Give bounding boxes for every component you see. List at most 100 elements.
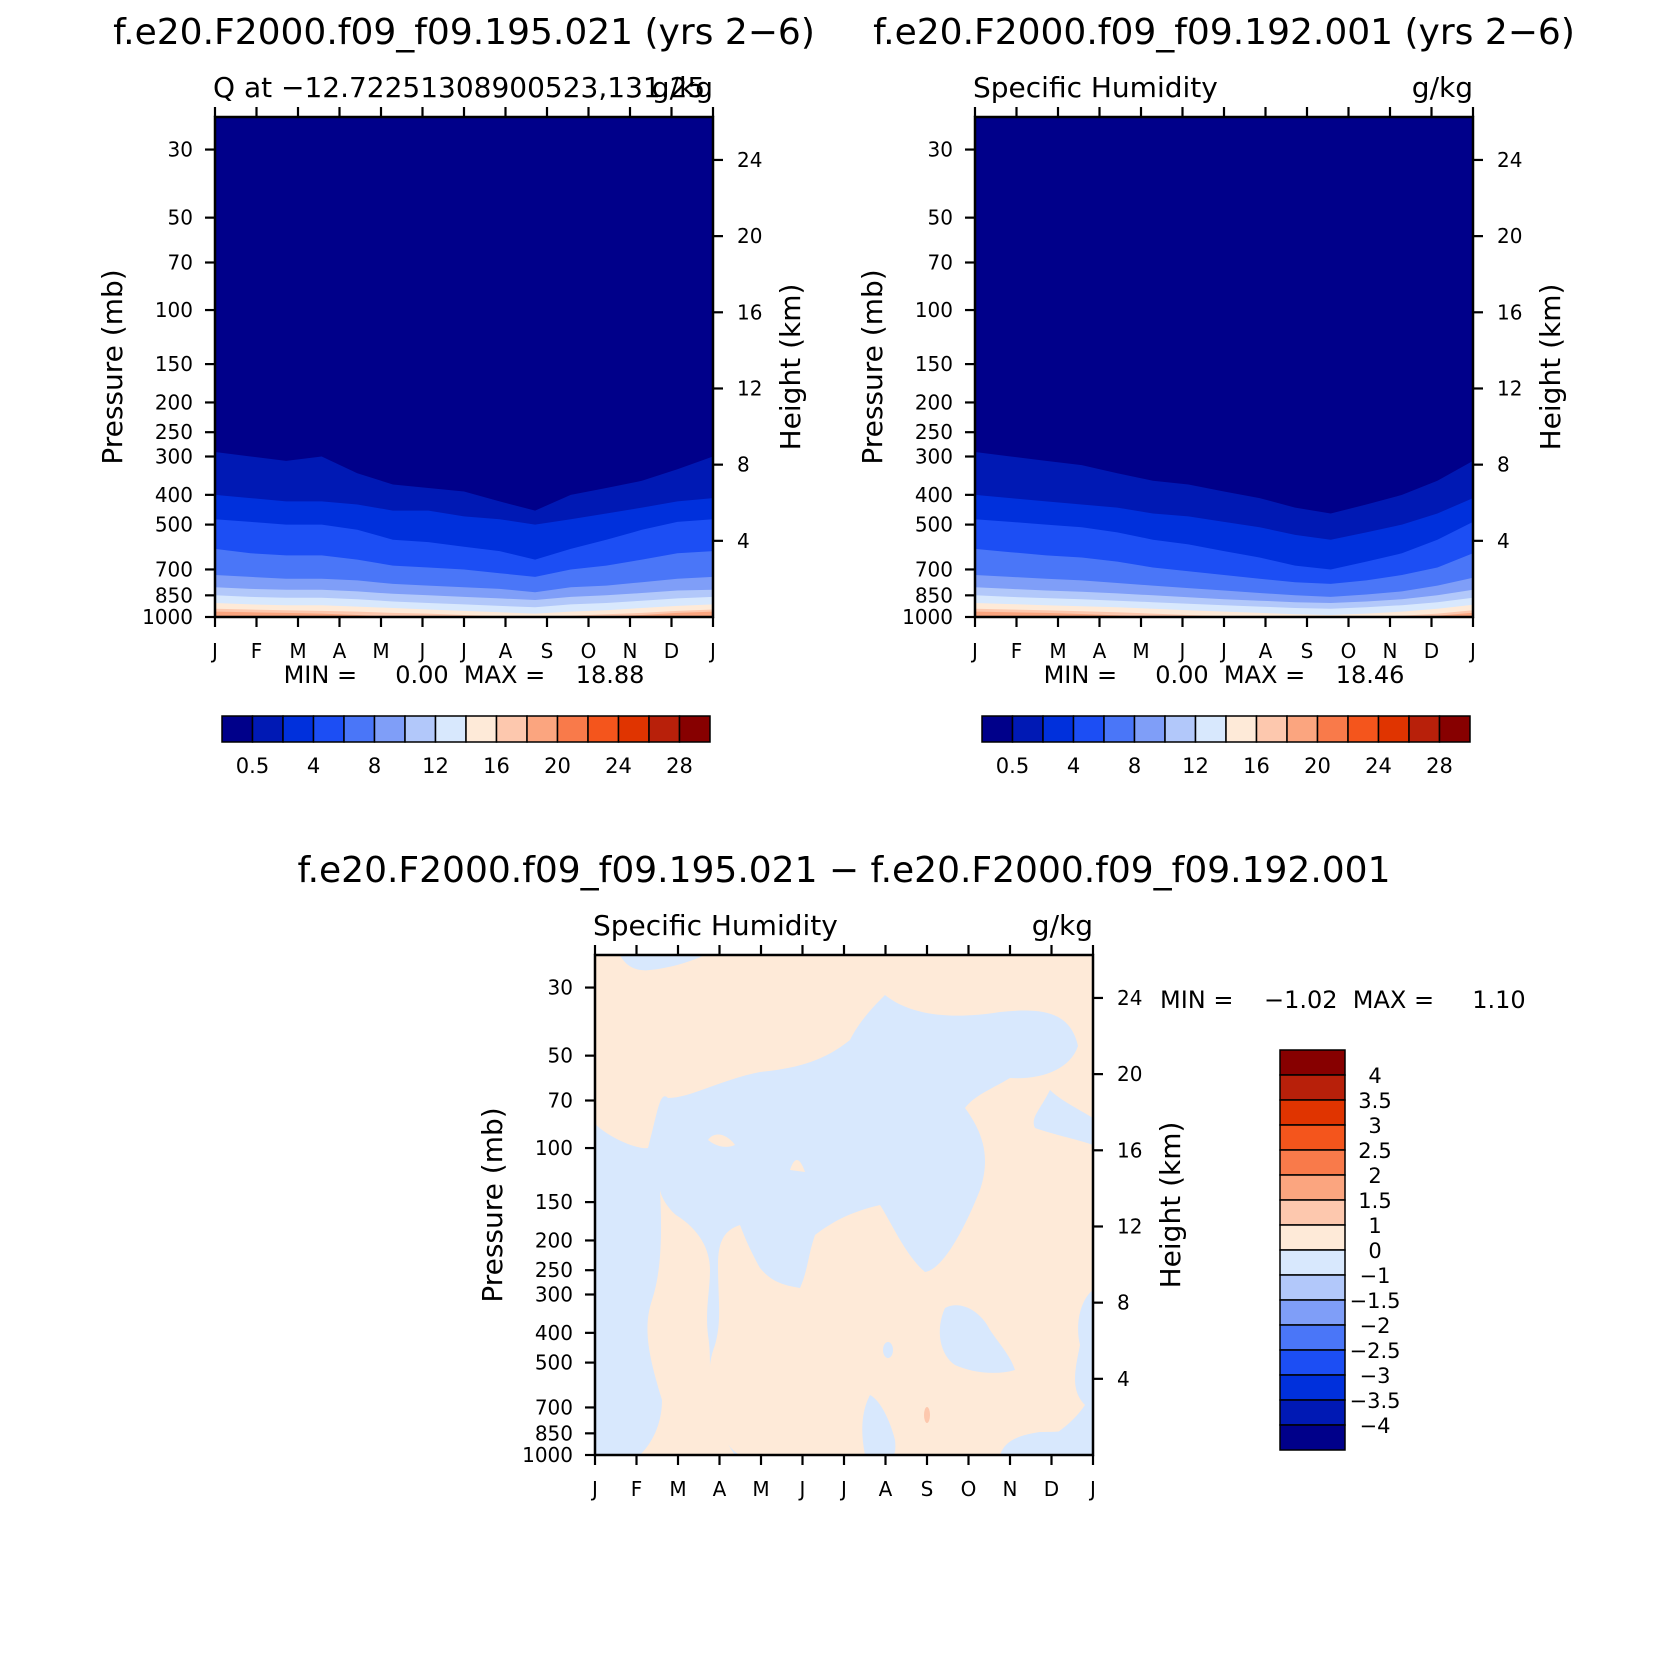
colorbar-label: 0 [1368,1239,1381,1263]
colorbar-box [1279,1149,1346,1176]
diff-negative-region-top [620,955,705,971]
contour-band-10 [215,611,713,617]
y-tick-label: 150 [535,1190,573,1214]
y2-tick-label: 16 [1497,300,1522,324]
colorbar-box [1279,1274,1346,1301]
colorbar-box [1279,1349,1346,1376]
colorbar-box [1042,715,1075,743]
colorbar-box [1133,715,1166,743]
x-tick-label: A [1259,639,1273,663]
panel-2-left-label: Specific Humidity [973,71,1218,104]
colorbar-box [373,715,406,743]
y-tick-label: 30 [168,138,193,162]
colorbar-label: 28 [666,754,693,778]
colorbar-label: 4 [307,754,320,778]
diff-positive-spot-1-to-1.5 [924,1407,930,1423]
colorbar-box [678,715,711,743]
x-tick-label: S [1301,639,1314,663]
panel-3: f.e20.F2000.f09_f09.195.021 − f.e20.F200… [298,850,1526,1501]
colorbar-box [526,715,559,743]
x-tick-label: N [1003,1477,1018,1501]
colorbar-label: −3 [1360,1364,1391,1388]
y-tick-label: 1000 [522,1443,573,1467]
panel-3-contour-field [595,955,1093,1455]
panel-1-y2-axis-label: Height (km) [774,284,807,451]
diff-negative-spot [883,1342,893,1358]
x-tick-label: O [961,1477,977,1501]
y2-tick-label: 20 [737,224,762,248]
colorbar-box [404,715,437,743]
y-tick-label: 250 [915,420,953,444]
x-tick-label: A [499,639,513,663]
colorbar-label: 1 [1368,1214,1381,1238]
diff-negative-region-bottom-left [595,1432,625,1455]
y-tick-label: 150 [155,352,193,376]
y-tick-label: 250 [535,1258,573,1282]
panel-3-min-max: MIN = −1.02 MAX = 1.10 [1160,986,1526,1014]
panel-2: f.e20.F2000.f09_f09.192.001 (yrs 2−6) Sp… [856,12,1575,778]
x-tick-label: M [669,1477,686,1501]
x-tick-label: N [1383,639,1398,663]
colorbar-label: −4 [1360,1414,1391,1438]
x-tick-label: J [210,639,218,663]
colorbar-label: 0.5 [996,754,1029,778]
x-tick-label: F [1011,639,1023,663]
y2-tick-label: 4 [737,529,750,553]
colorbar-label: 1.5 [1358,1189,1391,1213]
colorbar-box [587,715,620,743]
y-tick-label: 200 [915,390,953,414]
panel-2-contour-field [975,117,1473,617]
y2-tick-label: 8 [1497,453,1510,477]
panel-3-colorbar: 43.532.521.510−1−1.5−2−2.5−3−3.5−4 [1279,1049,1401,1451]
panel-1-units-label: g/kg [652,71,713,104]
x-tick-label: J [1468,639,1476,663]
colorbar-label: −3.5 [1350,1389,1401,1413]
panel-3-y-axis-label: Pressure (mb) [476,1107,509,1302]
colorbar-box [1316,715,1349,743]
colorbar-label: 2 [1368,1164,1381,1188]
y-tick-label: 700 [915,557,953,581]
x-tick-label: A [333,639,347,663]
x-tick-label: S [921,1477,934,1501]
colorbar-label: −1.5 [1350,1289,1401,1313]
colorbar-box [1408,715,1441,743]
colorbar-label: 12 [1182,754,1209,778]
colorbar-label: 4 [1067,754,1080,778]
y-tick-label: 100 [535,1136,573,1160]
colorbar-box [221,715,254,743]
y-tick-label: 400 [535,1321,573,1345]
panel-2-units-label: g/kg [1412,71,1473,104]
y2-tick-label: 12 [737,376,762,400]
diff-positive-island-upper-mid [708,1134,735,1147]
contour-band-10 [975,611,1473,617]
y-tick-label: 500 [155,513,193,537]
panel-2-y2-axis-label: Height (km) [1534,284,1567,451]
x-tick-label: D [1424,639,1439,663]
panel-2-colorbar: 0.5 4 8 12 16 20 24 28 [981,715,1471,778]
colorbar-box [1279,1324,1346,1351]
y2-tick-label: 24 [1117,986,1142,1010]
colorbar-label: 24 [605,754,632,778]
colorbar-label: −2.5 [1350,1339,1401,1363]
panel-3-left-label: Specific Humidity [593,909,838,942]
panel-1-left-label: Q at −12.72251308900523,131.25 [213,71,705,104]
x-tick-label: M [1049,639,1066,663]
colorbar-box [1279,1299,1346,1326]
colorbar-label: 8 [1128,754,1141,778]
colorbar-box [434,715,467,743]
colorbar-label: 2.5 [1358,1139,1391,1163]
y-tick-label: 70 [928,251,953,275]
panel-1-min-max: MIN = 0.00 MAX = 18.88 [284,661,645,689]
colorbar-box [648,715,681,743]
colorbar-label: 24 [1365,754,1392,778]
y-tick-label: 850 [155,583,193,607]
y2-tick-label: 12 [1497,376,1522,400]
y-tick-label: 100 [155,298,193,322]
diff-positive-island-left [640,1190,735,1455]
panel-3-units-label: g/kg [1032,909,1093,942]
colorbar-label: 4 [1368,1064,1381,1088]
colorbar-box [1347,715,1380,743]
y-tick-label: 850 [915,583,953,607]
y-tick-label: 70 [548,1089,573,1113]
colorbar-box [1279,1099,1346,1126]
